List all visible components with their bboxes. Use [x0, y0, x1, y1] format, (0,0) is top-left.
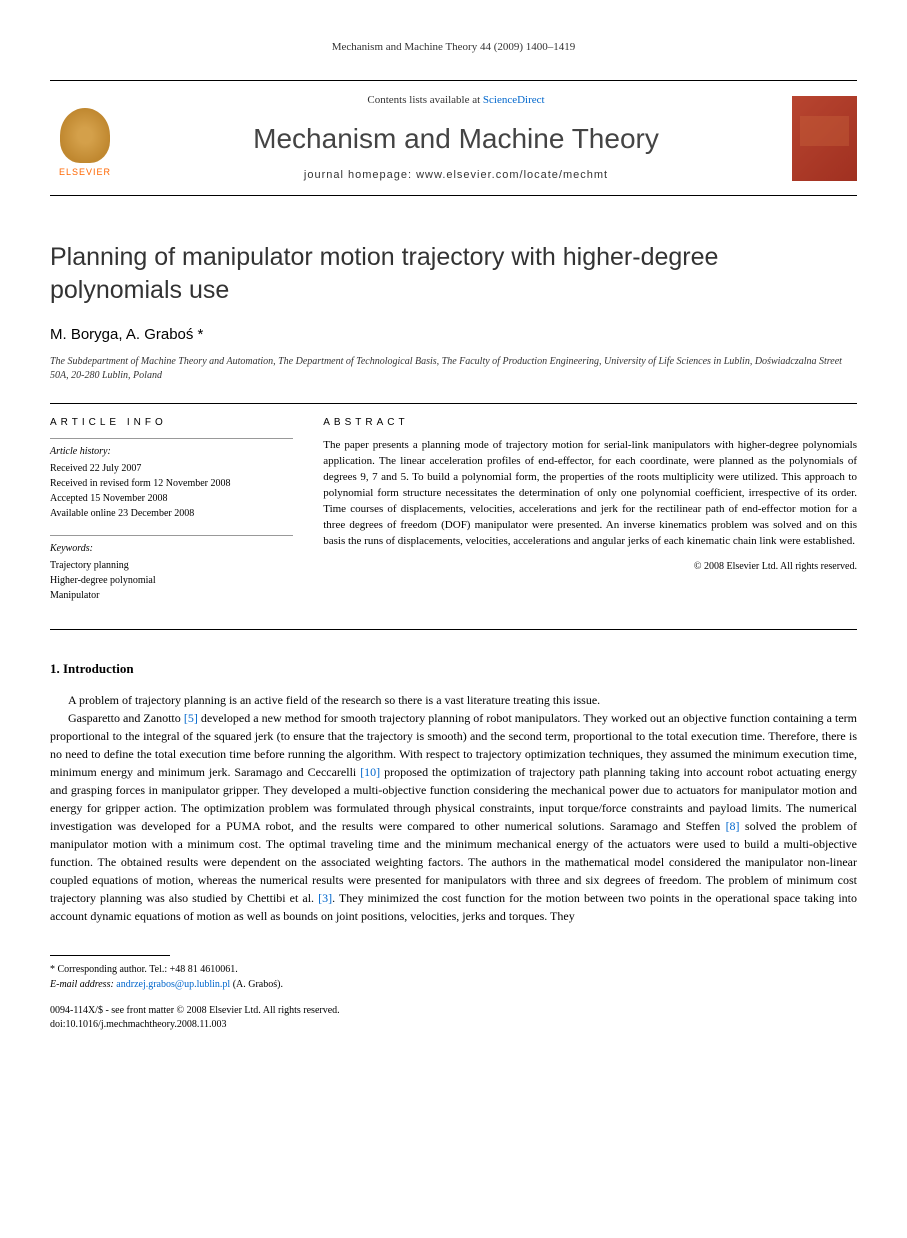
corresponding-tel: * Corresponding author. Tel.: +48 81 461…: [50, 962, 857, 977]
intro-paragraph-2: Gasparetto and Zanotto [5] developed a n…: [50, 709, 857, 925]
publisher-logo: ELSEVIER: [50, 98, 120, 178]
journal-masthead: ELSEVIER Contents lists available at Sci…: [50, 80, 857, 196]
citation-link[interactable]: [3]: [318, 891, 332, 905]
abstract-copyright: © 2008 Elsevier Ltd. All rights reserved…: [323, 560, 857, 574]
footer-separator: [50, 955, 170, 956]
email-label: E-mail address:: [50, 979, 116, 990]
homepage-prefix: journal homepage:: [304, 169, 416, 181]
para2-text: Gasparetto and Zanotto: [68, 711, 184, 725]
abstract-label: ABSTRACT: [323, 416, 857, 430]
abstract-text: The paper presents a planning mode of tr…: [323, 438, 857, 550]
keyword: Higher-degree polynomial: [50, 573, 293, 588]
copyright-doi-block: 0094-114X/$ - see front matter © 2008 El…: [50, 1004, 857, 1032]
history-heading: Article history:: [50, 445, 293, 459]
article-title: Planning of manipulator motion trajector…: [50, 241, 857, 306]
info-abstract-row: ARTICLE INFO Article history: Received 2…: [50, 403, 857, 630]
doi: doi:10.1016/j.mechmachtheory.2008.11.003: [50, 1018, 857, 1032]
corresponding-email-line: E-mail address: andrzej.grabos@up.lublin…: [50, 977, 857, 992]
abstract-column: ABSTRACT The paper presents a planning m…: [308, 404, 857, 629]
journal-homepage: journal homepage: www.elsevier.com/locat…: [120, 168, 792, 183]
masthead-center: Contents lists available at ScienceDirec…: [120, 93, 792, 183]
article-info-label: ARTICLE INFO: [50, 416, 293, 430]
contents-prefix: Contents lists available at: [367, 94, 482, 106]
author-affiliation: The Subdepartment of Machine Theory and …: [50, 355, 857, 383]
email-suffix: (A. Graboś).: [230, 979, 283, 990]
homepage-url: www.elsevier.com/locate/mechmt: [416, 169, 608, 181]
keyword: Trajectory planning: [50, 558, 293, 573]
front-matter-copyright: 0094-114X/$ - see front matter © 2008 El…: [50, 1004, 857, 1018]
sciencedirect-link[interactable]: ScienceDirect: [483, 94, 545, 106]
keywords-heading: Keywords:: [50, 542, 293, 556]
article-history-block: Article history: Received 22 July 2007 R…: [50, 438, 293, 521]
history-line: Received in revised form 12 November 200…: [50, 476, 293, 491]
citation-link[interactable]: [8]: [726, 819, 740, 833]
publisher-name: ELSEVIER: [59, 166, 111, 179]
history-line: Received 22 July 2007: [50, 461, 293, 476]
citation-link[interactable]: [10]: [360, 765, 380, 779]
contents-available: Contents lists available at ScienceDirec…: [120, 93, 792, 108]
running-header: Mechanism and Machine Theory 44 (2009) 1…: [50, 40, 857, 55]
email-link[interactable]: andrzej.grabos@up.lublin.pl: [116, 979, 230, 990]
journal-title: Mechanism and Machine Theory: [120, 119, 792, 158]
elsevier-tree-icon: [60, 108, 110, 163]
author-list: M. Boryga, A. Graboś *: [50, 324, 857, 345]
keywords-block: Keywords: Trajectory planning Higher-deg…: [50, 535, 293, 603]
section-heading-introduction: 1. Introduction: [50, 660, 857, 678]
history-line: Accepted 15 November 2008: [50, 491, 293, 506]
journal-cover-thumbnail: [792, 96, 857, 181]
article-info-column: ARTICLE INFO Article history: Received 2…: [50, 404, 308, 629]
corresponding-author: * Corresponding author. Tel.: +48 81 461…: [50, 962, 857, 992]
intro-paragraph-1: A problem of trajectory planning is an a…: [50, 691, 857, 709]
citation-link[interactable]: [5]: [184, 711, 198, 725]
history-line: Available online 23 December 2008: [50, 506, 293, 521]
keyword: Manipulator: [50, 588, 293, 603]
